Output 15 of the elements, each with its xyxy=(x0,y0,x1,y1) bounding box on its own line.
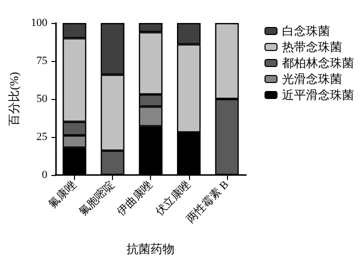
x-tick-label: 氟康唑 xyxy=(46,178,79,211)
legend-label: 都柏林念珠菌 xyxy=(282,56,354,70)
y-tick-label: 0 xyxy=(42,169,48,181)
legend-label: 光滑念珠菌 xyxy=(282,72,342,86)
x-tick-label: 氟胞嘧啶 xyxy=(76,178,117,218)
y-axis-title: 百分比(%) xyxy=(7,72,21,126)
x-axis-title: 抗菌药物 xyxy=(126,242,175,256)
y-tick-label: 25 xyxy=(36,131,48,143)
x-tick-label: 伊曲康唑 xyxy=(114,178,155,218)
y-tick-label: 50 xyxy=(36,93,48,105)
y-tick-label: 75 xyxy=(36,55,48,67)
legend-label: 白念珠菌 xyxy=(282,24,330,38)
y-tick-label: 100 xyxy=(30,17,48,29)
legend-label: 近平滑念珠菌 xyxy=(282,88,354,102)
legend-label: 热带念珠菌 xyxy=(282,40,342,54)
